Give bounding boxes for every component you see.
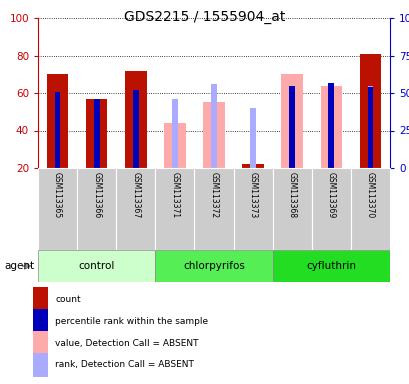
Text: GSM113369: GSM113369 [326, 172, 335, 218]
Bar [366, 86, 373, 168]
Bar [281, 74, 302, 168]
Text: GSM113370: GSM113370 [365, 172, 374, 218]
Text: GSM113366: GSM113366 [92, 172, 101, 218]
Bar [116, 168, 155, 250]
Bar [249, 108, 255, 168]
Bar [320, 86, 341, 168]
Bar [33, 353, 48, 377]
Bar [171, 99, 178, 168]
Bar [328, 83, 333, 168]
Bar [328, 83, 333, 168]
Bar [33, 287, 48, 312]
Bar [54, 91, 61, 168]
Bar [350, 168, 389, 250]
Bar [33, 309, 48, 334]
Text: GSM113365: GSM113365 [53, 172, 62, 218]
Bar [155, 168, 194, 250]
Text: chlorpyrifos: chlorpyrifos [182, 261, 244, 271]
Bar [133, 90, 138, 168]
Text: rank, Detection Call = ABSENT: rank, Detection Call = ABSENT [55, 361, 193, 369]
Bar [155, 250, 272, 282]
Text: GSM113367: GSM113367 [131, 172, 140, 218]
Text: count: count [55, 295, 81, 304]
Bar [359, 54, 380, 168]
Bar [38, 250, 155, 282]
Bar [94, 99, 99, 168]
Text: GSM113368: GSM113368 [287, 172, 296, 218]
Text: value, Detection Call = ABSENT: value, Detection Call = ABSENT [55, 339, 198, 348]
Bar [203, 103, 224, 168]
Bar [272, 168, 311, 250]
Bar [272, 250, 389, 282]
Bar [289, 86, 294, 168]
Text: GSM113373: GSM113373 [248, 172, 257, 218]
Bar [86, 99, 107, 168]
Text: GSM113371: GSM113371 [170, 172, 179, 218]
Bar [33, 331, 48, 356]
Bar [242, 164, 263, 168]
Text: cyfluthrin: cyfluthrin [306, 261, 355, 271]
Bar [77, 168, 116, 250]
Bar [366, 87, 373, 168]
Bar [211, 84, 216, 168]
Text: agent: agent [4, 261, 34, 271]
Bar [233, 168, 272, 250]
Bar [38, 168, 77, 250]
Bar [47, 74, 68, 168]
Bar [164, 123, 185, 168]
Bar [194, 168, 233, 250]
Bar [311, 168, 350, 250]
Bar [125, 71, 146, 168]
Text: control: control [78, 261, 115, 271]
Text: GSM113372: GSM113372 [209, 172, 218, 218]
Text: percentile rank within the sample: percentile rank within the sample [55, 317, 208, 326]
Text: GDS2215 / 1555904_at: GDS2215 / 1555904_at [124, 10, 285, 23]
